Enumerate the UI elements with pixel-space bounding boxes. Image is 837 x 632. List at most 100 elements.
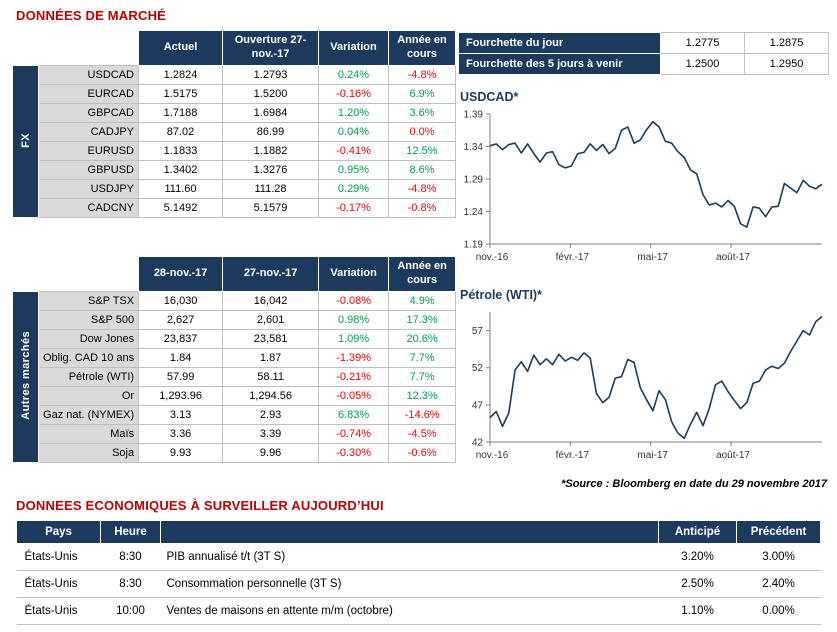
- markets-row-label: Oblig. CAD 10 ans: [37, 348, 140, 368]
- econ-event: PIB annualisé t/t (3T S): [160, 543, 659, 571]
- markets-row: Dow Jones 23,837 23,581 1.09% 20.6%: [13, 329, 457, 349]
- fx-actual: 87.02: [138, 122, 223, 142]
- range-row: Fourchette du jour 1.2775 1.2875: [458, 32, 829, 54]
- fx-open: 111.28: [222, 179, 319, 199]
- fx-open: 86.99: [222, 122, 319, 142]
- econ-header-event: [160, 520, 659, 544]
- range-high-value: 1.2950: [744, 53, 829, 75]
- market-data-title: DONNÉES DE MARCHÉ: [16, 8, 167, 23]
- fx-group-label: FX: [19, 132, 32, 148]
- econ-country: États-Unis: [16, 543, 101, 571]
- econ-header-heure: Heure: [100, 520, 161, 544]
- fx-actual: 1.5175: [138, 84, 223, 104]
- fx-row-label: CADCNY: [38, 198, 139, 218]
- fx-row-label: GBPUSD: [38, 160, 139, 180]
- markets-group-label: Autres marchés: [19, 331, 32, 420]
- markets-variation: -0.74%: [318, 424, 390, 444]
- markets-row: Oblig. CAD 10 ans 1.84 1.87 -1.39% 7.7%: [13, 348, 457, 368]
- markets-row-label: Or: [37, 386, 140, 406]
- svg-text:févr.-17: févr.-17: [556, 450, 590, 461]
- fx-variation: 0.95%: [318, 160, 389, 180]
- svg-text:févr.-17: févr.-17: [556, 252, 590, 263]
- fx-header-actuel: Actuel: [138, 30, 223, 66]
- econ-row: États-Unis 8:30 PIB annualisé t/t (3T S)…: [16, 543, 821, 571]
- econ-header-pays: Pays: [16, 520, 101, 544]
- markets-actual: 3.13: [138, 405, 224, 425]
- markets-row-label: Dow Jones: [37, 329, 140, 349]
- markets-open: 1,294.56: [222, 386, 320, 406]
- markets-open: 9.96: [222, 443, 320, 463]
- range-row-label: Fourchette du jour: [458, 32, 661, 54]
- econ-previous: 3.00%: [736, 543, 821, 571]
- markets-ytd: 17.3%: [388, 310, 457, 330]
- fx-row: CADCNY 5.1492 5.1579 -0.17% -0.8%: [13, 198, 456, 218]
- usdcad-chart-title: USDCAD*: [460, 90, 519, 104]
- range-high-value: 1.2875: [744, 32, 829, 54]
- markets-row: Pétrole (WTI) 57.99 58.11 -0.21% 7.7%: [13, 367, 457, 387]
- fx-row: EURCAD 1.5175 1.5200 -0.16% 6.9%: [13, 84, 456, 104]
- markets-variation: -0.21%: [318, 367, 390, 387]
- markets-actual: 2,627: [138, 310, 224, 330]
- markets-row: S&P 500 2,627 2,601 0.98% 17.3%: [13, 310, 457, 330]
- svg-text:nov.-16: nov.-16: [476, 450, 509, 461]
- fx-row-label: GBPCAD: [38, 103, 139, 123]
- fx-variation: -0.41%: [318, 141, 389, 161]
- fx-ytd: -4.8%: [388, 179, 456, 199]
- econ-previous: 0.00%: [736, 597, 821, 625]
- econ-table: Pays Heure Anticipé Précédent États-Unis…: [16, 520, 821, 625]
- markets-row-label: Maïs: [37, 424, 140, 444]
- econ-anticipated: 1.10%: [658, 597, 737, 625]
- econ-country: États-Unis: [16, 597, 101, 625]
- markets-variation: 1.09%: [318, 329, 390, 349]
- svg-text:mai-17: mai-17: [637, 450, 668, 461]
- fx-ytd: -4.8%: [388, 65, 456, 85]
- fx-row: GBPCAD 1.7188 1.6984 1.20% 3.6%: [13, 103, 456, 123]
- fx-row: USDJPY 111.60 111.28 0.29% -4.8%: [13, 179, 456, 199]
- markets-actual: 3.36: [138, 424, 224, 444]
- markets-ytd: -4.5%: [388, 424, 457, 444]
- wti-chart: 42 47 52 57 nov.-16 févr.-17 mai-17 août-17: [472, 312, 823, 461]
- fx-actual: 1.2824: [138, 65, 223, 85]
- fx-row: EURUSD 1.1833 1.1882 -0.41% 12.5%: [13, 141, 456, 161]
- econ-header-anticipe: Anticipé: [658, 520, 737, 544]
- range-low-value: 1.2775: [660, 32, 745, 54]
- markets-variation: -0.30%: [318, 443, 390, 463]
- fx-variation: 0.24%: [318, 65, 389, 85]
- fx-ytd: 3.6%: [388, 103, 456, 123]
- markets-open: 3.39: [222, 424, 320, 444]
- markets-ytd: 4.9%: [388, 291, 457, 311]
- markets-open: 1.87: [222, 348, 320, 368]
- range-row: Fourchette des 5 jours à venir 1.2500 1.…: [458, 53, 829, 75]
- markets-group-band: Autres marchés: [12, 291, 39, 463]
- econ-time: 8:30: [100, 570, 161, 598]
- econ-time: 8:30: [100, 543, 161, 571]
- markets-variation: -0.05%: [318, 386, 390, 406]
- econ-header-precedent: Précédent: [736, 520, 821, 544]
- fx-open: 5.1579: [222, 198, 319, 218]
- fx-open: 1.2793: [222, 65, 319, 85]
- markets-actual: 1.84: [138, 348, 224, 368]
- markets-open: 2,601: [222, 310, 320, 330]
- fx-header-ytd: Année en cours: [388, 30, 456, 66]
- svg-text:nov.-16: nov.-16: [476, 252, 509, 263]
- svg-text:1.29: 1.29: [464, 175, 484, 186]
- markets-ytd: -14.6%: [388, 405, 457, 425]
- markets-open: 16,042: [222, 291, 320, 311]
- fx-header-variation: Variation: [318, 30, 389, 66]
- econ-header-row: Pays Heure Anticipé Précédent: [16, 520, 821, 544]
- markets-header-27nov: 27-nov.-17: [222, 256, 320, 292]
- fx-header-ouverture: Ouverture 27-nov.-17: [222, 30, 319, 66]
- markets-row-label: Gaz nat. (NYMEX): [37, 405, 140, 425]
- markets-row-label: S&P 500: [37, 310, 140, 330]
- fx-corner-blank: [13, 31, 139, 66]
- source-note: *Source : Bloomberg en date du 29 novemb…: [561, 478, 827, 490]
- svg-text:1.39: 1.39: [464, 110, 484, 121]
- fx-variation: -0.16%: [318, 84, 389, 104]
- markets-row: Gaz nat. (NYMEX) 3.13 2.93 6.83% -14.6%: [13, 405, 457, 425]
- markets-ytd: 12.3%: [388, 386, 457, 406]
- fx-row: FX USDCAD 1.2824 1.2793 0.24% -4.8%: [12, 65, 456, 218]
- markets-open: 2.93: [222, 405, 320, 425]
- markets-row: Autres marchés S&P TSX 16,030 16,042 -0.…: [12, 291, 457, 463]
- fx-actual: 111.60: [138, 179, 223, 199]
- svg-text:52: 52: [472, 363, 484, 374]
